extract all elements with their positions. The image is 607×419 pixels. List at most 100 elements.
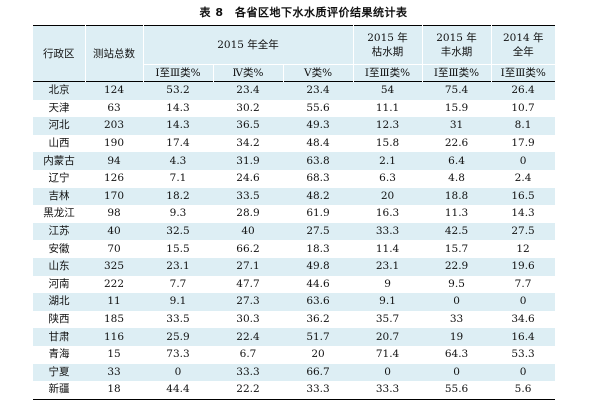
dry-grade-1-3-cell: 12.3 [353,117,423,135]
dry-grade-1-3-cell: 9.1 [353,293,423,311]
grade-1-3-cell: 25.9 [143,328,213,346]
stations-cell: 126 [85,169,143,188]
dry-grade-1-3-cell: 9 [353,275,423,294]
wet-grade-1-3-cell: 42.5 [422,222,492,241]
wet-grade-1-3-cell: 75.4 [422,81,492,100]
grade-5-cell: 44.6 [283,275,354,294]
grade-5-cell: 49.3 [283,117,354,135]
stations-cell: 33 [85,363,143,382]
grade-5-cell: 51.7 [283,328,354,346]
wet-grade-1-3-cell: 22.6 [422,134,492,153]
region-cell: 江苏 [33,222,85,241]
region-cell: 新疆 [33,381,85,400]
table-row: 湖北 11 9.1 27.3 63.6 9.1 0 0 [33,293,556,311]
grade-4-cell: 22.4 [213,328,283,346]
region-cell: 甘肃 [33,328,85,346]
wet-grade-1-3-cell: 15.7 [422,240,492,258]
wet-grade-1-3-cell: 18.8 [422,187,492,206]
wet-grade-1-3-cell: 9.5 [422,275,492,294]
region-cell: 陕西 [33,310,85,329]
stations-cell: 116 [85,328,143,346]
table-row: 黑龙江 98 9.3 28.9 61.9 16.3 11.3 14.3 [33,205,556,223]
header-2014-line2: 全年 [512,46,534,58]
region-cell: 湖北 [33,293,85,311]
grade-4-cell: 27.1 [213,257,283,276]
table-row: 北京 124 53.2 23.4 23.4 54 75.4 26.4 [33,81,556,100]
header-2014-full-year: 2014 年 全年 [490,25,556,65]
2014-grade-1-3-cell: 12 [491,240,556,258]
grade-4-cell: 30.2 [213,99,283,118]
region-cell: 北京 [33,81,85,100]
2014-grade-1-3-cell: 0 [491,293,556,311]
grade-4-cell: 24.6 [213,169,283,188]
region-cell: 河南 [33,275,85,294]
grade-5-cell: 48.4 [283,134,354,153]
grade-1-3-cell: 33.5 [143,310,213,329]
grade-4-cell: 22.2 [213,381,283,400]
region-cell: 山西 [33,134,85,153]
2014-grade-1-3-cell: 10.7 [491,99,556,118]
stations-cell: 40 [85,222,143,241]
grade-1-3-cell: 15.5 [143,240,213,258]
2014-grade-1-3-cell: 5.6 [491,381,556,400]
stations-cell: 63 [85,99,143,118]
grade-5-cell: 27.5 [283,222,354,241]
header-stations: 测站总数 [84,25,143,82]
grade-4-cell: 47.7 [213,275,283,294]
2014-grade-1-3-cell: 26.4 [491,81,556,100]
stations-cell: 11 [85,293,143,311]
grade-4-cell: 34.2 [213,134,283,153]
dry-grade-1-3-cell: 11.1 [353,99,423,118]
grade-4-cell: 33.5 [213,187,283,206]
grade-4-cell: 66.2 [213,240,283,258]
grade-5-cell: 63.8 [283,152,354,170]
2014-grade-1-3-cell: 7.7 [491,275,556,294]
dry-grade-1-3-cell: 2.1 [353,152,423,170]
wet-grade-1-3-cell: 0 [422,293,492,311]
wet-grade-1-3-cell: 4.8 [422,169,492,188]
stations-cell: 98 [85,205,143,223]
region-cell: 安徽 [33,240,85,258]
table-row: 山西 190 17.4 34.2 48.4 15.8 22.6 17.9 [33,134,556,153]
grade-5-cell: 48.2 [283,187,354,206]
dry-grade-1-3-cell: 23.1 [353,257,423,276]
grade-5-cell: 36.2 [283,310,354,329]
header-2014-line1: 2014 年 [503,32,544,44]
wet-grade-1-3-cell: 6.4 [422,152,492,170]
grade-5-cell: 33.3 [283,381,354,400]
table-row: 宁夏 33 0 33.3 66.7 0 0 0 [33,363,556,382]
dry-grade-1-3-cell: 6.3 [353,169,423,188]
grade-1-3-cell: 4.3 [143,152,213,170]
stations-cell: 15 [85,345,143,364]
table-row: 天津 63 14.3 30.2 55.6 11.1 15.9 10.7 [33,99,556,118]
wet-grade-1-3-cell: 33 [422,310,492,329]
stations-cell: 124 [85,81,143,100]
grade-4-cell: 31.9 [213,152,283,170]
table-body: 北京 124 53.2 23.4 23.4 54 75.4 26.4 天津 63 14.3 30.2 5… [33,81,556,400]
grade-4-cell: 28.9 [213,205,283,223]
wet-grade-1-3-cell: 0 [422,363,492,382]
header-grade-1-3: Ⅰ至Ⅲ类% [142,64,213,82]
2014-grade-1-3-cell: 0 [491,363,556,382]
grade-1-3-cell: 18.2 [143,187,213,206]
header-grade-4: Ⅳ类% [212,64,283,82]
grade-1-3-cell: 23.1 [143,257,213,276]
2014-grade-1-3-cell: 19.6 [491,257,556,276]
stations-cell: 18 [85,381,143,400]
grade-5-cell: 66.7 [283,363,354,382]
region-cell: 吉林 [33,187,85,206]
header-2015-full-year: 2015 年全年 [142,25,354,65]
grade-1-3-cell: 14.3 [143,117,213,135]
wet-grade-1-3-cell: 15.9 [422,99,492,118]
table-row: 辽宁 126 7.1 24.6 68.3 6.3 4.8 2.4 [33,169,556,188]
2014-grade-1-3-cell: 8.1 [491,117,556,135]
2014-grade-1-3-cell: 14.3 [491,205,556,223]
grade-1-3-cell: 44.4 [143,381,213,400]
table-row: 安徽 70 15.5 66.2 18.3 11.4 15.7 12 [33,240,556,258]
dry-grade-1-3-cell: 0 [353,363,423,382]
2014-grade-1-3-cell: 27.5 [491,222,556,241]
header-grade-5: Ⅴ类% [282,64,354,82]
table-row: 新疆 18 44.4 22.2 33.3 33.3 55.6 5.6 [33,381,556,400]
2014-grade-1-3-cell: 16.5 [491,187,556,206]
